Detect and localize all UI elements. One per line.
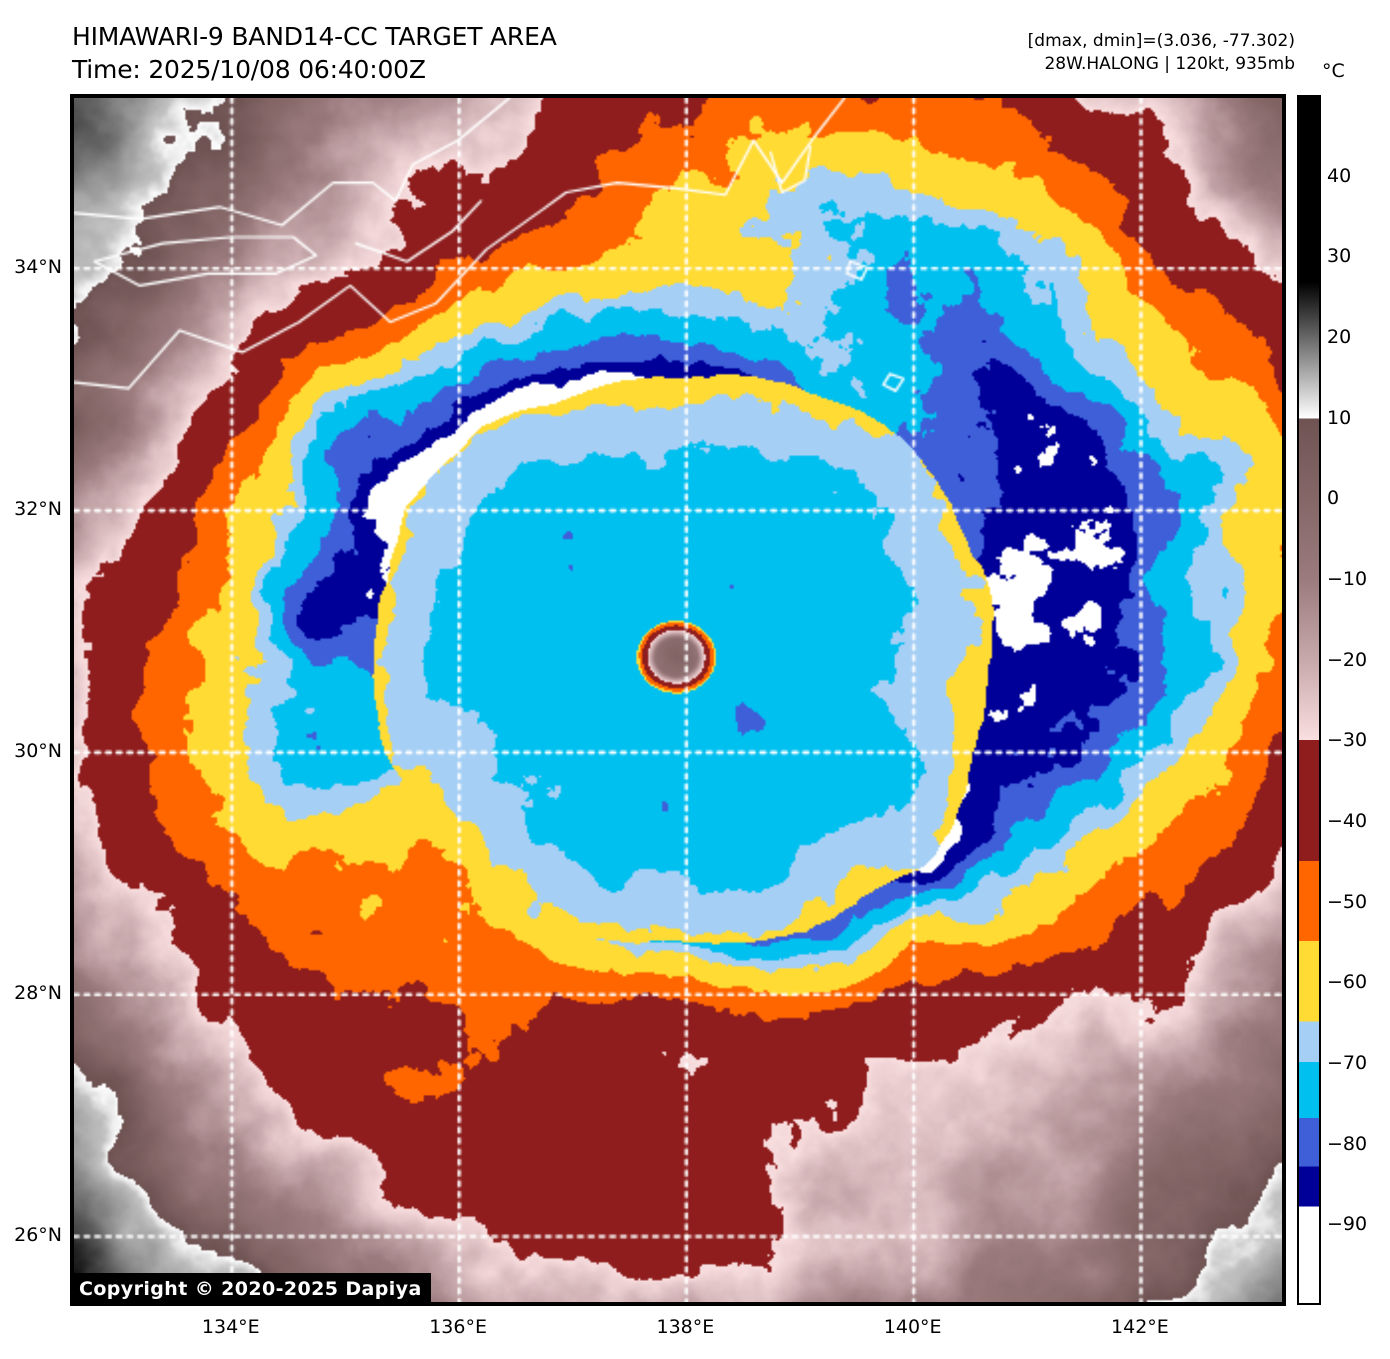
colorbar-tick-label: −70 [1327,1052,1368,1074]
page-title: HIMAWARI-9 BAND14-CC TARGET AREA [72,22,557,51]
lon-tick-label: 134°E [201,1316,260,1338]
colorbar-tick-label: −10 [1327,568,1368,590]
colorbar-tick-label: 40 [1327,164,1352,187]
colorbar-gradient [1297,95,1321,1305]
lon-tick-label: 142°E [1111,1316,1169,1338]
lat-tick-label: 30°N [14,740,62,763]
copyright-badge: Copyright © 2020-2025 Dapiya [70,1273,431,1306]
colorbar[interactable]: 40 30 20 10 0 −10 −20 −30 −40 −50 −60 −70 −80 −90 [1297,95,1367,1305]
colorbar-tick-label: −40 [1327,810,1368,832]
lat-tick-label: 34°N [14,256,62,279]
lon-tick-label: 136°E [429,1316,487,1338]
lat-tick-label: 26°N [14,1224,62,1247]
colorbar-tick-label: 20 [1327,326,1352,348]
lat-tick-label: 28°N [14,982,62,1005]
colorbar-tick-label: −20 [1327,648,1368,671]
colorbar-tick-label: −30 [1327,729,1368,752]
satellite-image-plot[interactable] [70,94,1286,1306]
colorbar-tick-label: 0 [1327,487,1340,510]
colorbar-tick-label: −80 [1327,1132,1368,1155]
colorbar-tick-label: 10 [1327,406,1352,429]
timestamp-label: Time: 2025/10/08 06:40:00Z [72,55,426,84]
colorbar-unit-label: °C [1322,60,1345,82]
lat-tick-label: 32°N [14,498,62,521]
title-block: HIMAWARI-9 BAND14-CC TARGET AREA Time: 2… [72,20,557,86]
data-range-label: [dmax, dmin]=(3.036, -77.302) [1027,31,1295,51]
colorbar-tick-label: −60 [1327,971,1368,994]
metadata-block: [dmax, dmin]=(3.036, -77.302) 28W.HALONG… [1028,30,1295,76]
colorbar-tick-label: 30 [1327,245,1352,268]
colorbar-tick-label: −50 [1327,890,1368,913]
storm-info-label: 28W.HALONG | 120kt, 935mb [1044,54,1295,74]
lon-tick-label: 138°E [656,1316,715,1338]
lon-tick-label: 140°E [883,1316,942,1338]
colorbar-tick-label: −90 [1327,1213,1368,1236]
satellite-imagery-canvas [74,98,1282,1302]
